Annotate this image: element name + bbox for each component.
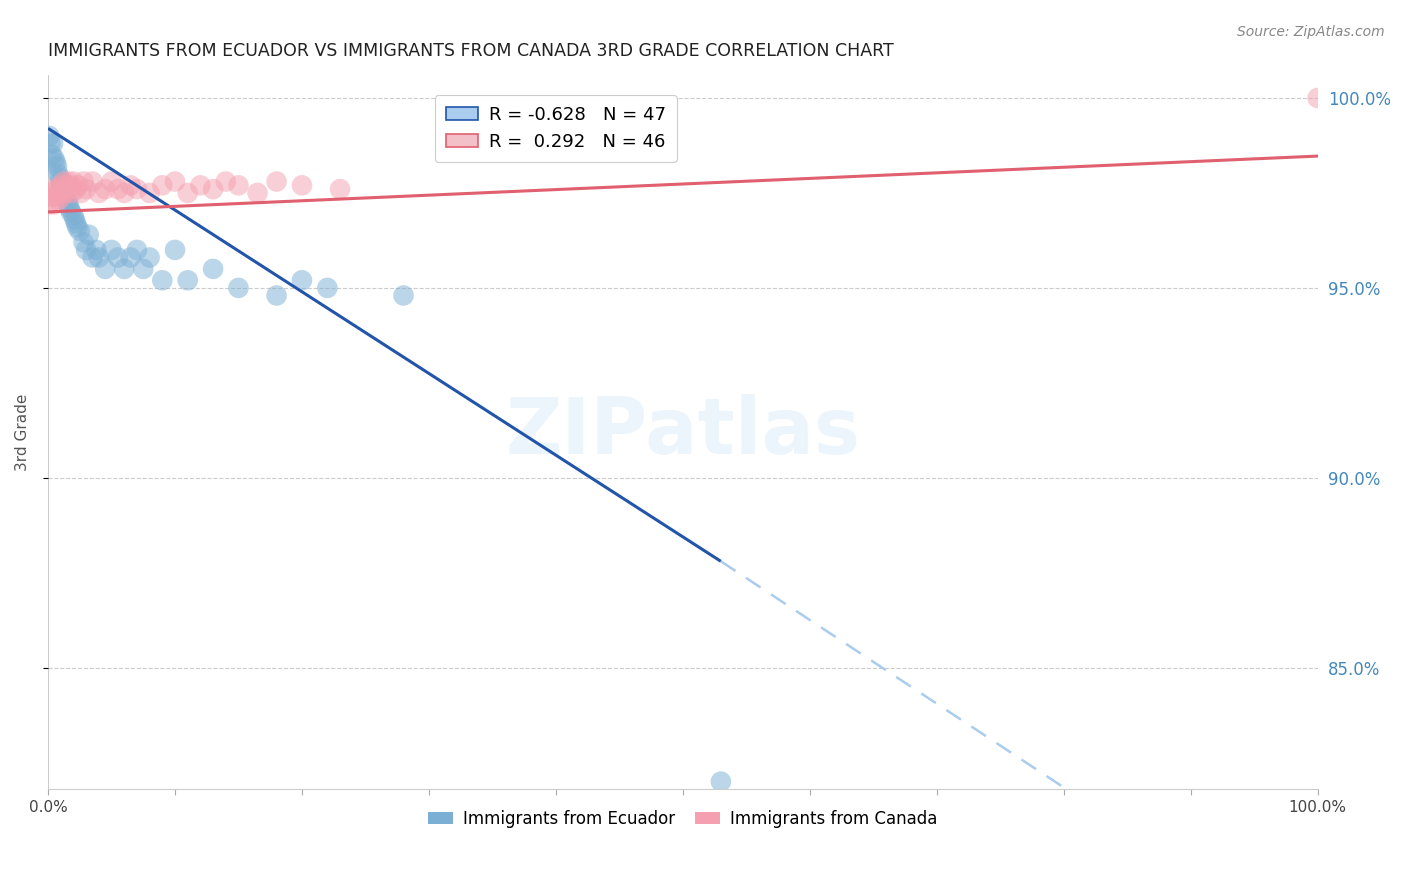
Point <box>66 220 89 235</box>
Point <box>41 190 63 204</box>
Point <box>316 281 339 295</box>
Point <box>138 251 160 265</box>
Point <box>38 197 60 211</box>
Point <box>51 190 73 204</box>
Point <box>52 175 75 189</box>
Point <box>228 281 250 295</box>
Point <box>177 273 200 287</box>
Point <box>87 186 110 200</box>
Point <box>266 175 288 189</box>
Point <box>72 235 94 250</box>
Point <box>82 251 104 265</box>
Point <box>53 182 76 196</box>
Point <box>55 186 77 200</box>
Point <box>120 178 142 193</box>
Point <box>100 175 122 189</box>
Point <box>1306 91 1329 105</box>
Point <box>72 175 94 189</box>
Point <box>62 175 84 189</box>
Point <box>112 261 135 276</box>
Point <box>150 273 173 287</box>
Point <box>59 201 82 215</box>
Point <box>38 128 60 143</box>
Point <box>51 178 73 193</box>
Point <box>53 186 76 200</box>
Point <box>58 175 80 189</box>
Point <box>45 190 67 204</box>
Text: Source: ZipAtlas.com: Source: ZipAtlas.com <box>1237 25 1385 39</box>
Point <box>125 182 148 196</box>
Point <box>45 182 67 196</box>
Point <box>46 167 69 181</box>
Point <box>65 182 87 196</box>
Point <box>82 175 104 189</box>
Point <box>710 774 733 789</box>
Point <box>48 170 70 185</box>
Point <box>60 186 83 200</box>
Point <box>291 178 314 193</box>
Point <box>58 197 80 211</box>
Point <box>163 175 186 189</box>
Legend: Immigrants from Ecuador, Immigrants from Canada: Immigrants from Ecuador, Immigrants from… <box>422 803 945 834</box>
Point <box>100 243 122 257</box>
Point <box>56 194 79 208</box>
Point <box>69 224 91 238</box>
Point <box>41 148 63 162</box>
Point <box>291 273 314 287</box>
Point <box>202 182 225 196</box>
Point <box>77 227 100 242</box>
Text: ZIPatlas: ZIPatlas <box>505 394 860 470</box>
Point <box>59 178 82 193</box>
Point <box>48 186 70 200</box>
Point <box>75 243 97 257</box>
Point <box>163 243 186 257</box>
Point <box>125 243 148 257</box>
Point <box>39 186 62 200</box>
Point <box>39 136 62 151</box>
Point <box>75 182 97 196</box>
Point <box>44 197 66 211</box>
Point <box>70 186 93 200</box>
Point <box>228 178 250 193</box>
Point <box>44 152 66 166</box>
Point <box>62 209 84 223</box>
Text: IMMIGRANTS FROM ECUADOR VS IMMIGRANTS FROM CANADA 3RD GRADE CORRELATION CHART: IMMIGRANTS FROM ECUADOR VS IMMIGRANTS FR… <box>48 42 894 60</box>
Point <box>107 251 129 265</box>
Point <box>42 182 65 196</box>
Point <box>177 186 200 200</box>
Point <box>120 251 142 265</box>
Point <box>138 186 160 200</box>
Point <box>59 182 82 196</box>
Point <box>52 182 75 196</box>
Point <box>67 178 90 193</box>
Point <box>94 182 117 196</box>
Point <box>150 178 173 193</box>
Point <box>42 136 65 151</box>
Point <box>84 243 107 257</box>
Point <box>190 178 212 193</box>
Point <box>392 288 415 302</box>
Point <box>49 175 72 189</box>
Y-axis label: 3rd Grade: 3rd Grade <box>15 393 30 471</box>
Point <box>266 288 288 302</box>
Point <box>63 212 86 227</box>
Point <box>45 159 67 173</box>
Point <box>132 261 155 276</box>
Point <box>94 261 117 276</box>
Point <box>215 175 238 189</box>
Point <box>46 194 69 208</box>
Point <box>246 186 269 200</box>
Point <box>56 178 79 193</box>
Point <box>112 186 135 200</box>
Point <box>329 182 352 196</box>
Point <box>87 251 110 265</box>
Point <box>45 155 67 169</box>
Point <box>107 182 129 196</box>
Point <box>202 261 225 276</box>
Point <box>55 190 77 204</box>
Point <box>49 178 72 193</box>
Point <box>65 216 87 230</box>
Point <box>59 205 82 219</box>
